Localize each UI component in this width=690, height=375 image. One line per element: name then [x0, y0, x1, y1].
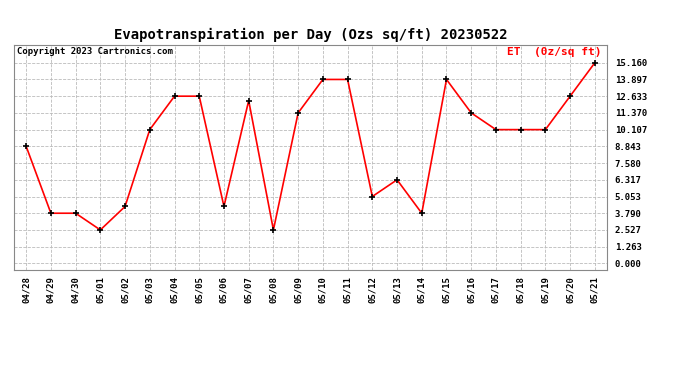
- Text: Copyright 2023 Cartronics.com: Copyright 2023 Cartronics.com: [17, 47, 172, 56]
- Title: Evapotranspiration per Day (Ozs sq/ft) 20230522: Evapotranspiration per Day (Ozs sq/ft) 2…: [114, 28, 507, 42]
- Text: ET  (0z/sq ft): ET (0z/sq ft): [506, 47, 601, 57]
